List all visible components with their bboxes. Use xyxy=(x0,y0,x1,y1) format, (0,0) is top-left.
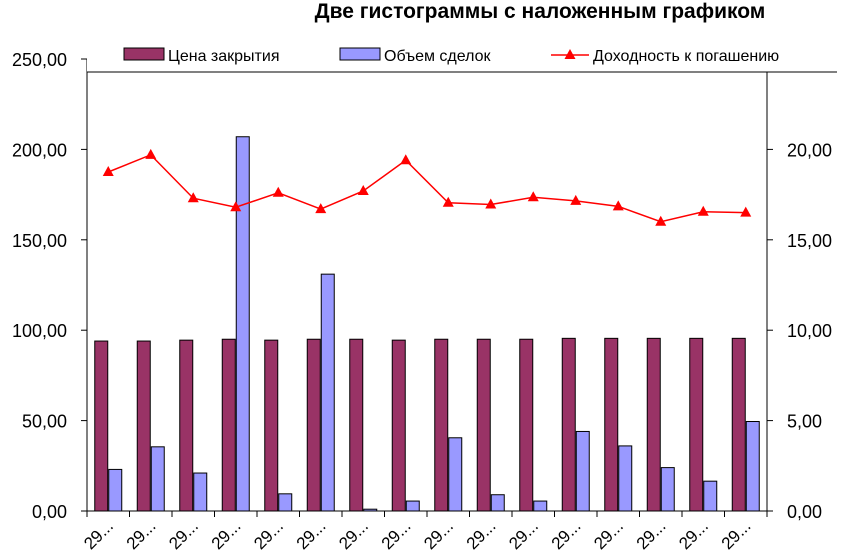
yield-point xyxy=(442,196,454,207)
yield-point xyxy=(655,215,667,226)
right-tick-label: 20,00 xyxy=(787,140,832,160)
category-label: 29... xyxy=(378,516,415,553)
bar-trade-volume xyxy=(405,500,420,512)
line-layer xyxy=(102,148,752,226)
legend-label: Доходность к погашению xyxy=(593,48,779,65)
category-label: 29... xyxy=(80,516,117,553)
bar-trade-volume xyxy=(533,500,548,512)
legend-marker xyxy=(564,49,576,59)
category-label: 29... xyxy=(123,516,160,553)
category-label: 29... xyxy=(420,516,457,553)
right-tick-label: 5,00 xyxy=(787,412,822,432)
category-label: 29... xyxy=(505,516,542,553)
yield-point xyxy=(400,154,412,165)
bar-close-price xyxy=(519,338,534,512)
bar-trade-volume xyxy=(660,467,675,512)
category-label: 29... xyxy=(548,516,585,553)
right-axis-ticks: 0,00 5,00 10,00 15,00 20,00 xyxy=(767,140,832,522)
left-tick-label: 100,00 xyxy=(12,321,67,341)
bar-close-price xyxy=(349,338,364,512)
bar-trade-volume xyxy=(745,421,760,512)
bar-close-price xyxy=(476,338,491,512)
category-labels: 29... 29... 29... 29... 29... 29... 29... 29...… xyxy=(80,516,754,553)
legend-label: Цена закрытия xyxy=(168,48,279,65)
left-tick-label: 0,00 xyxy=(32,502,67,522)
bars-layer xyxy=(94,136,760,512)
yield-point xyxy=(570,194,582,205)
bar-trade-volume xyxy=(193,472,208,512)
yield-point xyxy=(357,184,369,195)
category-label: 29... xyxy=(675,516,712,553)
yield-point xyxy=(272,186,284,197)
category-label: 29... xyxy=(718,516,755,553)
yield-point xyxy=(145,148,157,159)
yield-point xyxy=(102,166,114,176)
bar-close-price xyxy=(561,337,576,512)
yield-point xyxy=(315,203,327,214)
bar-trade-volume xyxy=(278,493,293,512)
bar-close-price xyxy=(94,340,109,512)
legend: Цена закрытия Объем сделок Доходность к по… xyxy=(87,37,837,73)
bar-trade-volume xyxy=(703,480,718,512)
legend-swatch xyxy=(339,47,381,61)
left-axis-ticks: 0,00 50,00 100,00 150,00 200,00 250,00 xyxy=(12,50,87,522)
yield-point xyxy=(485,198,497,209)
legend-background xyxy=(87,37,837,72)
left-tick-label: 200,00 xyxy=(12,140,67,160)
bar-trade-volume xyxy=(490,494,505,512)
category-label: 29... xyxy=(250,516,287,553)
bar-close-price xyxy=(391,339,406,512)
yield-point xyxy=(230,201,242,212)
bar-close-price xyxy=(689,337,704,512)
yield-point xyxy=(697,205,709,216)
bar-close-price xyxy=(646,337,661,512)
axes-layer xyxy=(86,59,768,517)
bar-trade-volume xyxy=(575,430,590,512)
yield-point xyxy=(612,200,624,211)
category-label: 29... xyxy=(633,516,670,553)
category-label: 29... xyxy=(463,516,500,553)
bar-trade-volume xyxy=(320,273,335,512)
bar-close-price xyxy=(604,337,619,512)
bar-close-price xyxy=(306,338,321,512)
bar-close-price xyxy=(434,338,449,512)
bar-trade-volume xyxy=(448,437,463,512)
bar-close-price xyxy=(731,337,746,512)
yield-point xyxy=(187,192,199,203)
yield-point xyxy=(740,206,752,217)
category-label: 29... xyxy=(293,516,330,553)
bar-trade-volume xyxy=(150,446,165,512)
right-tick-label: 0,00 xyxy=(787,502,822,522)
right-tick-label: 15,00 xyxy=(787,231,832,251)
category-label: 29... xyxy=(208,516,245,553)
bar-close-price xyxy=(136,340,151,512)
left-tick-label: 250,00 xyxy=(12,50,67,70)
bar-trade-volume xyxy=(618,445,633,512)
category-label: 29... xyxy=(165,516,202,553)
bar-close-price xyxy=(179,339,194,512)
left-tick-label: 150,00 xyxy=(12,231,67,251)
left-tick-label: 50,00 xyxy=(22,412,67,432)
yield-line xyxy=(107,153,746,223)
category-label: 29... xyxy=(335,516,372,553)
bar-close-price xyxy=(221,338,236,512)
bar-trade-volume xyxy=(108,468,123,512)
right-tick-label: 10,00 xyxy=(787,321,832,341)
category-label: 29... xyxy=(590,516,627,553)
chart-title: Две гистограммы с наложенным графиком xyxy=(314,0,766,23)
legend-label: Объем сделок xyxy=(384,48,492,65)
bar-close-price xyxy=(264,339,279,512)
bar-trade-volume xyxy=(235,136,250,512)
legend-swatch xyxy=(123,47,165,61)
yield-point xyxy=(527,191,539,202)
